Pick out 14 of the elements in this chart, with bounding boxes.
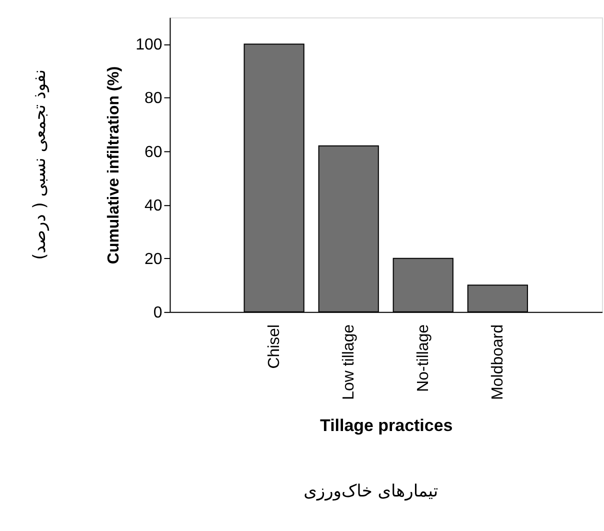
y-tick-label: 80 bbox=[144, 90, 162, 108]
y-tick-label: 40 bbox=[144, 197, 162, 214]
y-tick-label: 20 bbox=[144, 250, 162, 268]
text: نفوذ تجمعی نسبی ( درصد) bbox=[30, 69, 50, 260]
y-axis-title: Cumulative infiltration (%) bbox=[106, 66, 123, 264]
x-tick-label: Low tillage bbox=[340, 324, 358, 400]
x-tick-label: No-tillage bbox=[415, 324, 432, 392]
text: تیمارهای خاک‌ورزی bbox=[304, 482, 438, 502]
y-tick-label: 0 bbox=[153, 304, 162, 322]
x-tick-label: Moldboard bbox=[490, 324, 507, 400]
y-tick-label: 60 bbox=[144, 144, 162, 161]
y-tick-label: 100 bbox=[136, 36, 162, 54]
x-tick-label: Chisel bbox=[266, 324, 284, 369]
x-axis-title: Tillage practices bbox=[320, 416, 453, 435]
